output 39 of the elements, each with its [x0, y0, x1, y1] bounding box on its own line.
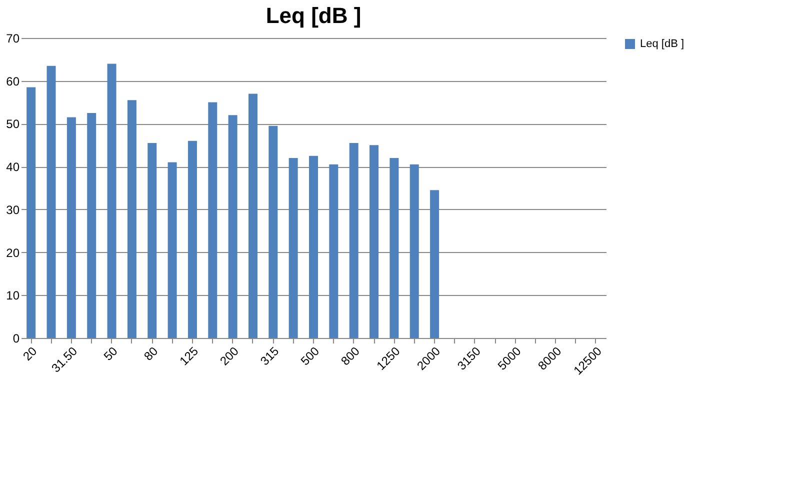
bar: [208, 102, 218, 338]
bar: [26, 87, 36, 338]
y-tick-label: 40: [6, 160, 20, 174]
y-tick-label: 10: [6, 288, 20, 303]
bar: [228, 115, 238, 338]
bar: [107, 64, 116, 338]
bar: [268, 126, 278, 338]
y-tick-label: 20: [6, 246, 20, 260]
bar: [390, 158, 399, 338]
bar: [127, 100, 136, 338]
bar: [66, 117, 76, 338]
y-tick-label: 70: [6, 32, 20, 46]
bar: [46, 66, 56, 338]
x-tick-label: 315: [258, 344, 282, 368]
bar: [188, 140, 197, 338]
x-tick-label: 20: [20, 344, 40, 364]
bar: [309, 156, 318, 338]
bar: [248, 94, 258, 338]
y-tick-label: 30: [6, 202, 20, 217]
bar: [329, 164, 338, 338]
bar: [410, 164, 419, 338]
bar: [430, 190, 440, 338]
y-tick-label: 60: [6, 74, 20, 88]
bar: [148, 143, 157, 338]
bar: [349, 143, 358, 338]
legend-label: Leq [dB ]: [640, 38, 684, 50]
y-tick-label: 50: [6, 117, 20, 132]
bar: [370, 145, 379, 338]
x-tick-label: 50: [100, 344, 120, 364]
x-tick-label: 200: [217, 344, 242, 368]
x-tick-label: 80: [141, 344, 161, 364]
bar: [168, 162, 177, 338]
x-tick-label: 500: [298, 344, 322, 368]
chart-title: Leq [dB ]: [266, 3, 362, 28]
x-tick-label: 125: [176, 344, 202, 368]
y-tick-label: 0: [12, 332, 20, 346]
bar: [288, 158, 298, 338]
x-tick-label: 800: [338, 344, 363, 368]
bar: [87, 113, 96, 338]
